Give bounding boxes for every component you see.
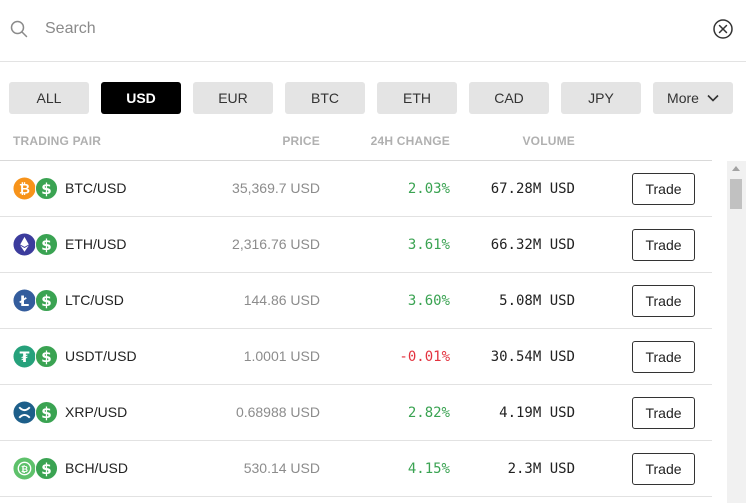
filter-usd-button[interactable]: USD: [101, 82, 181, 114]
trading-pairs-list: ₿ $ BTC/USD 35,369.7 USD 2.03% 67.28M US…: [0, 161, 712, 503]
pair-24h-change: -0.01%: [399, 349, 450, 365]
pair-volume: 2.3M USD: [507, 461, 575, 477]
filter-label: More: [667, 90, 699, 106]
filter-label: EUR: [218, 90, 248, 106]
svg-text:₮: ₮: [20, 350, 30, 366]
pair-24h-change: 3.60%: [407, 293, 450, 309]
filter-more-dropdown[interactable]: More: [653, 82, 733, 114]
trade-button[interactable]: Trade: [632, 173, 695, 205]
pair-24h-change: 4.15%: [407, 461, 450, 477]
svg-text:$: $: [41, 292, 52, 310]
pair-price: 530.14 USD: [243, 460, 320, 476]
pair-price: 35,369.7 USD: [232, 180, 320, 196]
filter-label: JPY: [588, 90, 614, 106]
usd-icon: $: [35, 345, 58, 368]
filter-label: ETH: [403, 90, 431, 106]
clear-search-icon[interactable]: [712, 18, 734, 40]
usd-icon: $: [35, 457, 58, 480]
pair-icons: ₿ $: [13, 457, 58, 481]
svg-text:$: $: [41, 348, 52, 366]
pair-name: ETH/USD: [65, 236, 127, 252]
svg-text:$: $: [41, 460, 52, 478]
search-bar: [0, 0, 746, 62]
bitcoin-cash-icon: ₿: [13, 457, 36, 480]
usd-icon: $: [35, 233, 58, 256]
pair-price: 2,316.76 USD: [232, 236, 320, 252]
filter-btc-button[interactable]: BTC: [285, 82, 365, 114]
pair-icons: ₿ $: [13, 177, 58, 201]
pair-volume: 30.54M USD: [490, 349, 575, 365]
filter-eth-button[interactable]: ETH: [377, 82, 457, 114]
usd-icon: $: [35, 401, 58, 424]
pair-name: USDT/USD: [65, 348, 137, 364]
scrollbar-thumb[interactable]: [730, 179, 742, 209]
pair-price: 1.0001 USD: [243, 348, 320, 364]
pair-24h-change: 3.61%: [407, 237, 450, 253]
header-trading-pair: TRADING PAIR: [13, 134, 102, 148]
filter-label: BTC: [311, 90, 339, 106]
table-row: $ ETH/USD 2,316.76 USD 3.61% 66.32M USD …: [0, 217, 712, 273]
filter-label: USD: [126, 90, 156, 106]
ethereum-icon: [13, 233, 36, 256]
filter-cad-button[interactable]: CAD: [469, 82, 549, 114]
trade-button[interactable]: Trade: [632, 397, 695, 429]
search-input[interactable]: [45, 16, 685, 42]
header-24h-change: 24H CHANGE: [370, 134, 450, 148]
pair-24h-change: 2.03%: [407, 181, 450, 197]
filter-jpy-button[interactable]: JPY: [561, 82, 641, 114]
svg-text:$: $: [41, 180, 52, 198]
pair-name: LTC/USD: [65, 292, 124, 308]
scrollbar[interactable]: [727, 161, 746, 503]
trade-button[interactable]: Trade: [632, 285, 695, 317]
header-volume: VOLUME: [522, 134, 575, 148]
trade-button[interactable]: Trade: [632, 341, 695, 373]
scroll-up-arrow-icon[interactable]: [732, 166, 740, 171]
litecoin-icon: Ł: [13, 289, 36, 312]
pair-name: XRP/USD: [65, 404, 128, 420]
pair-24h-change: 2.82%: [407, 405, 450, 421]
pair-icons: $: [13, 401, 58, 425]
pair-volume: 4.19M USD: [499, 405, 575, 421]
pair-volume: 5.08M USD: [499, 293, 575, 309]
pair-name: BTC/USD: [65, 180, 127, 196]
search-icon: [10, 20, 28, 38]
svg-text:Ł: Ł: [19, 294, 29, 310]
pair-icons: Ł $: [13, 289, 58, 313]
table-row: Ł $ LTC/USD 144.86 USD 3.60% 5.08M USD T…: [0, 273, 712, 329]
pair-name: BCH/USD: [65, 460, 129, 476]
svg-text:₿: ₿: [19, 182, 30, 197]
pair-icons: ₮ $: [13, 345, 58, 369]
xrp-icon: [13, 401, 36, 424]
trade-button[interactable]: Trade: [632, 229, 695, 261]
table-row: ₿ $ BCH/USD 530.14 USD 4.15% 2.3M USD Tr…: [0, 441, 712, 497]
header-price: PRICE: [282, 134, 320, 148]
pair-icons: $: [13, 233, 58, 257]
filter-label: CAD: [494, 90, 524, 106]
tether-icon: ₮: [13, 345, 36, 368]
trade-button[interactable]: Trade: [632, 453, 695, 485]
pair-price: 0.68988 USD: [235, 404, 320, 420]
svg-text:$: $: [41, 236, 52, 254]
filter-eur-button[interactable]: EUR: [193, 82, 273, 114]
svg-text:$: $: [41, 404, 52, 422]
filter-label: ALL: [36, 90, 62, 106]
filter-all-button[interactable]: ALL: [9, 82, 89, 114]
pair-price: 144.86 USD: [243, 292, 320, 308]
usd-icon: $: [35, 177, 58, 200]
table-header: TRADING PAIR PRICE 24H CHANGE VOLUME: [0, 131, 712, 161]
pair-volume: 67.28M USD: [490, 181, 575, 197]
table-row: ₮ $ USDT/USD 1.0001 USD -0.01% 30.54M US…: [0, 329, 712, 385]
chevron-down-icon: [707, 94, 719, 102]
pair-volume: 66.32M USD: [490, 237, 575, 253]
bitcoin-icon: ₿: [13, 177, 36, 200]
svg-text:₿: ₿: [21, 464, 28, 475]
table-row: $ XRP/USD 0.68988 USD 2.82% 4.19M USD Tr…: [0, 385, 712, 441]
table-row: ₿ $ BTC/USD 35,369.7 USD 2.03% 67.28M US…: [0, 161, 712, 217]
usd-icon: $: [35, 289, 58, 312]
